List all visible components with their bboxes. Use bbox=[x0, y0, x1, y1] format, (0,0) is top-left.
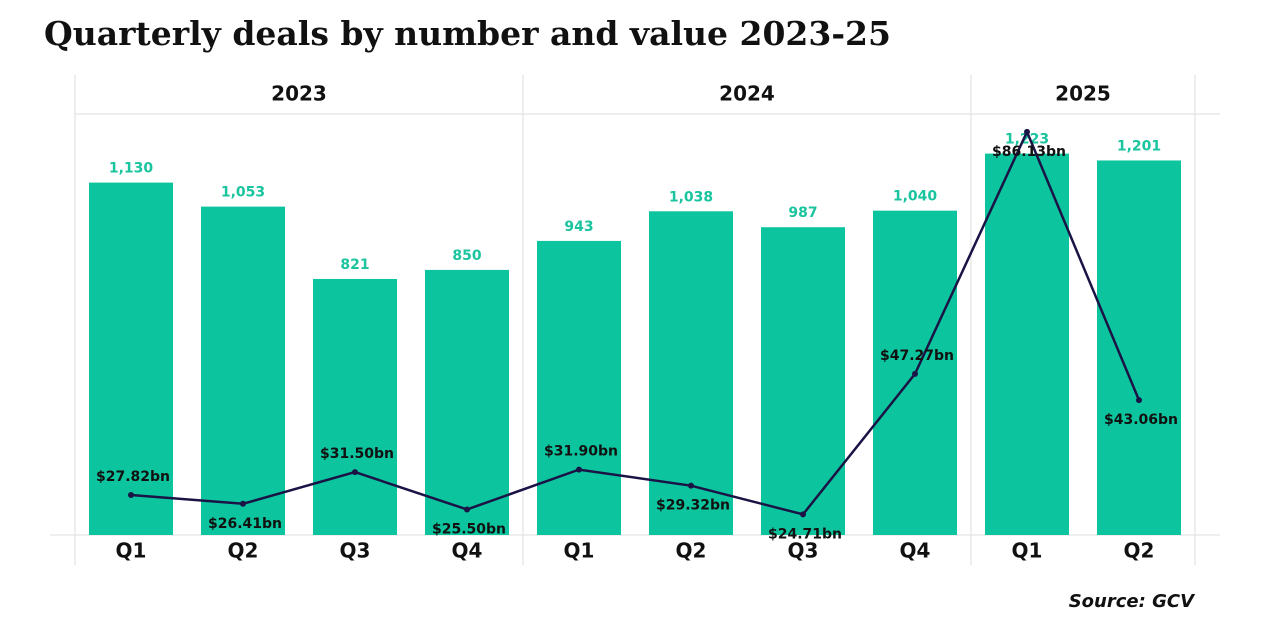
bar bbox=[201, 206, 285, 535]
x-tick-label: Q1 bbox=[116, 539, 147, 563]
x-tick-label: Q4 bbox=[452, 539, 483, 563]
bar-value-label: 1,223 bbox=[1005, 132, 1049, 148]
line-value-label: $86.13bn bbox=[992, 144, 1066, 160]
line-point bbox=[464, 506, 470, 513]
x-tick-label: Q4 bbox=[900, 539, 931, 563]
line-point bbox=[800, 511, 806, 518]
bar-value-label: 1,040 bbox=[893, 189, 938, 205]
line-value-label: $47.27bn bbox=[880, 348, 954, 364]
line-point bbox=[240, 500, 246, 507]
x-tick-label: Q3 bbox=[788, 539, 819, 563]
line-point bbox=[688, 482, 694, 489]
bar bbox=[313, 278, 397, 535]
chart-title: Quarterly deals by number and value 2023… bbox=[44, 14, 891, 53]
line-point bbox=[1136, 397, 1142, 404]
bar-value-label: 987 bbox=[788, 205, 817, 221]
bar-value-label: 821 bbox=[340, 257, 369, 273]
line-point bbox=[912, 370, 918, 377]
bar bbox=[761, 227, 845, 536]
group-label: 2023 bbox=[271, 82, 327, 106]
x-tick-label: Q2 bbox=[228, 539, 259, 563]
line bbox=[130, 128, 1141, 516]
bar bbox=[89, 182, 173, 535]
line-point bbox=[128, 492, 134, 499]
line-value-label: $31.50bn bbox=[320, 446, 394, 462]
x-tick-label: Q2 bbox=[676, 539, 707, 563]
line-value-label: $29.32bn bbox=[656, 498, 730, 514]
bar bbox=[537, 240, 621, 535]
x-tick-label: Q3 bbox=[340, 539, 371, 563]
bar bbox=[425, 269, 509, 535]
group-label: 2024 bbox=[719, 82, 775, 106]
bar bbox=[1097, 160, 1181, 535]
x-tick-label: Q2 bbox=[1124, 539, 1155, 563]
x-tick-label: Q1 bbox=[564, 539, 595, 563]
line-value-label: $25.50bn bbox=[432, 521, 506, 537]
line-point bbox=[1024, 128, 1030, 135]
source-note: Source: GCV bbox=[1069, 591, 1196, 612]
bar-value-label: 1,053 bbox=[221, 185, 265, 201]
bar-value-label: 1,130 bbox=[109, 161, 154, 177]
bar-value-label: 1,201 bbox=[1117, 138, 1161, 154]
line-point bbox=[352, 469, 358, 476]
group-label: 2025 bbox=[1055, 82, 1111, 106]
line-value-label: $26.41bn bbox=[208, 516, 282, 532]
line-value-label: $31.90bn bbox=[544, 444, 618, 460]
line-point bbox=[576, 466, 582, 473]
x-tick-label: Q1 bbox=[1012, 539, 1043, 563]
bar bbox=[985, 153, 1069, 536]
bar-value-label: 1,038 bbox=[669, 189, 713, 205]
line-value-label: $24.71bn bbox=[768, 526, 842, 542]
line-value-label: $27.82bn bbox=[96, 469, 170, 485]
line-value-label: $43.06bn bbox=[1104, 412, 1178, 428]
bar-value-label: 943 bbox=[564, 219, 593, 235]
bar-value-label: 850 bbox=[452, 248, 481, 264]
